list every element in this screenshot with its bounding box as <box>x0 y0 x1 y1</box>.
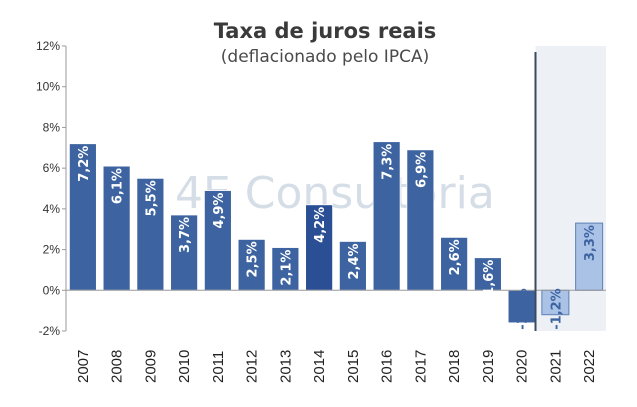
data-label: 6,9% <box>414 152 429 188</box>
bar-2011 <box>203 190 232 291</box>
x-axis-ticks: 2007 2008 2009 2010 2011 2012 2013 2014 2015 2016… <box>75 350 598 383</box>
bar-2020 <box>507 289 536 324</box>
bar-2016 <box>372 141 401 291</box>
data-label: 2,1% <box>279 250 294 286</box>
bar-2018 <box>440 236 469 291</box>
x-tick-label: 2018 <box>446 350 463 383</box>
x-tick-label: 2016 <box>379 350 396 383</box>
y-tick-label: 12% <box>36 39 60 53</box>
x-tick-label: 2015 <box>345 350 362 383</box>
data-label: 4,9% <box>212 193 227 229</box>
data-label: 5,5% <box>144 180 159 216</box>
bar-2013 <box>271 247 300 291</box>
data-label: 7,2% <box>77 146 92 182</box>
bar-2010 <box>170 214 199 291</box>
data-labels: 7,2% 6,1% 5,5% 3,7% 4,9% 2,5% 2,1% 4,2% 2,4% 7,3%… <box>77 144 598 330</box>
chart-subtitle: (deflacionado pelo IPCA) <box>221 47 429 67</box>
bar-2008 <box>102 165 131 291</box>
bar-2019 <box>473 257 502 291</box>
y-tick-label: 2% <box>43 243 61 257</box>
data-label: -1,2% <box>549 288 564 329</box>
x-tick-label: 2008 <box>109 350 126 383</box>
data-label: -1,6% <box>516 288 531 329</box>
bar-2021 <box>541 289 570 316</box>
bar-2014 <box>305 204 334 291</box>
data-label: 2,5% <box>246 241 261 277</box>
x-tick-label: 2011 <box>210 351 227 383</box>
y-tick-label: 10% <box>36 80 60 94</box>
data-label: 3,3% <box>583 225 598 261</box>
data-label: 1,6% <box>482 260 497 296</box>
bars <box>68 141 604 324</box>
y-tick-label: 8% <box>43 120 61 134</box>
x-tick-label: 2017 <box>412 350 429 383</box>
x-tick-label: 2019 <box>480 350 497 383</box>
data-label: 3,7% <box>178 217 193 253</box>
bar-2012 <box>237 238 266 291</box>
chart-title: Taxa de juros reais <box>214 19 437 43</box>
y-tick-label: 4% <box>43 202 61 216</box>
bar-2017 <box>406 149 435 291</box>
data-label: 4,2% <box>313 207 328 243</box>
x-tick-label: 2012 <box>244 350 261 383</box>
data-label: 6,1% <box>111 168 126 204</box>
x-tick-label: 2021 <box>547 350 564 383</box>
y-axis-ticks: -2% 0% 2% 4% 6% 8% 10% 12% <box>36 39 66 338</box>
bar-2022 <box>575 222 604 291</box>
x-tick-label: 2010 <box>176 350 193 383</box>
x-tick-label: 2007 <box>75 350 92 383</box>
data-label: 2,6% <box>448 239 463 275</box>
data-label: 7,3% <box>381 144 396 180</box>
x-tick-label: 2020 <box>514 350 531 383</box>
y-tick-label: 6% <box>43 161 61 175</box>
x-tick-label: 2014 <box>311 350 328 383</box>
x-tick-label: 2013 <box>277 350 294 383</box>
y-tick-label: 0% <box>43 283 61 297</box>
data-label: 2,4% <box>347 243 362 279</box>
x-tick-label: 2009 <box>142 350 159 383</box>
x-tick-label: 2022 <box>581 350 598 383</box>
bar-2009 <box>136 177 165 291</box>
y-tick-label: -2% <box>39 324 61 338</box>
